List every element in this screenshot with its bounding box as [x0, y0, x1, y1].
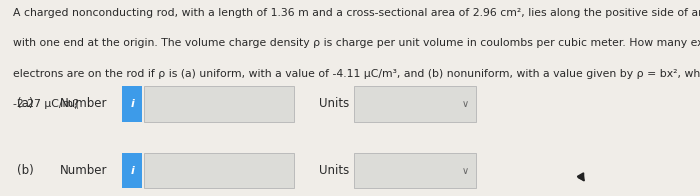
Text: Units: Units: [318, 97, 349, 110]
Text: A charged nonconducting rod, with a length of 1.36 m and a cross-sectional area : A charged nonconducting rod, with a leng…: [13, 8, 700, 18]
Text: Units: Units: [318, 164, 349, 177]
Text: i: i: [130, 99, 134, 109]
FancyBboxPatch shape: [354, 86, 476, 122]
Text: Number: Number: [60, 97, 107, 110]
FancyBboxPatch shape: [144, 86, 294, 122]
Text: -2.27 μC/mֳ?: -2.27 μC/mֳ?: [13, 99, 78, 109]
Text: (b): (b): [18, 164, 34, 177]
FancyBboxPatch shape: [354, 153, 476, 188]
Text: ∨: ∨: [462, 165, 469, 176]
Text: electrons are on the rod if ρ is (a) uniform, with a value of -4.11 μC/m³, and (: electrons are on the rod if ρ is (a) uni…: [13, 69, 700, 79]
Text: with one end at the origin. The volume charge density ρ is charge per unit volum: with one end at the origin. The volume c…: [13, 38, 700, 48]
FancyBboxPatch shape: [144, 153, 294, 188]
Text: i: i: [130, 165, 134, 176]
Text: (a): (a): [18, 97, 34, 110]
Text: Number: Number: [60, 164, 107, 177]
FancyBboxPatch shape: [122, 86, 142, 122]
Text: ∨: ∨: [462, 99, 469, 109]
FancyBboxPatch shape: [122, 153, 142, 188]
